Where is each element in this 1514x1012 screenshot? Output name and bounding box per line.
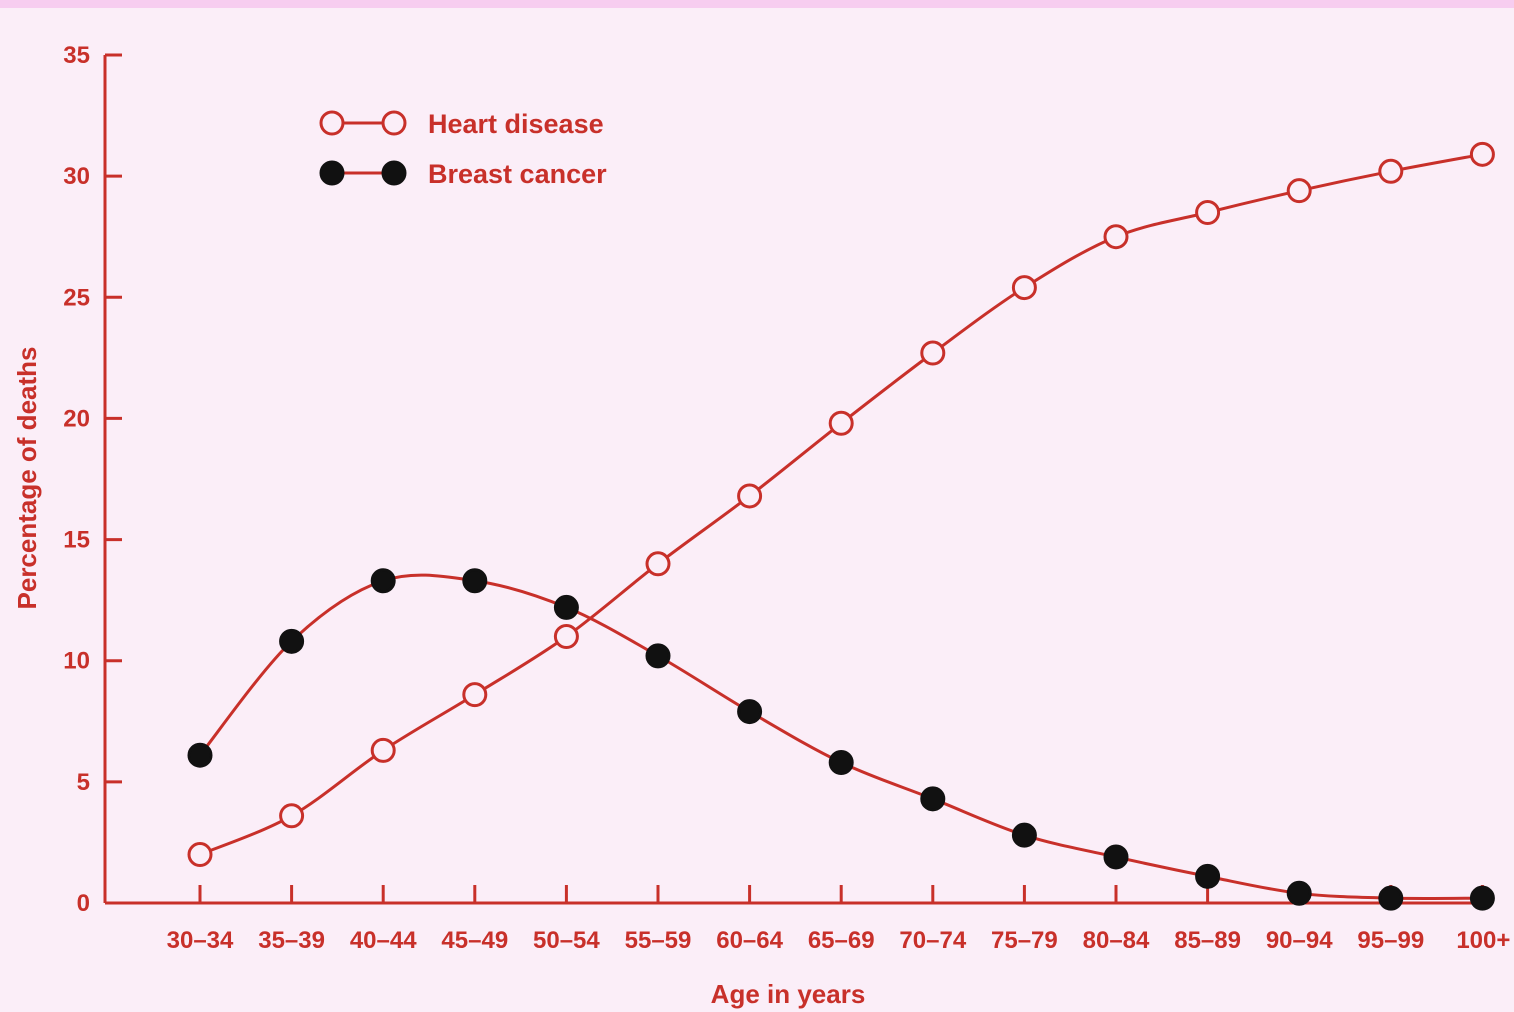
- y-tick-label: 30: [63, 163, 90, 190]
- legend-marker: [319, 160, 345, 186]
- breast-cancer-line: [198, 573, 1483, 901]
- x-tick-label: 65–69: [808, 927, 875, 954]
- legend: Heart disease Breast cancer: [319, 109, 607, 189]
- legend-marker: [381, 160, 407, 186]
- breast-cancer-point: [1378, 885, 1404, 911]
- axes: [103, 55, 1493, 905]
- y-axis-label: Percentage of deaths: [12, 347, 42, 610]
- y-tick-label: 35: [63, 42, 90, 69]
- x-tick-label: 40–44: [350, 927, 417, 954]
- top-border-strip: [0, 0, 1514, 8]
- legend-marker: [381, 110, 407, 136]
- heart-disease-point: [1103, 224, 1129, 250]
- x-tick-label: 100+: [1456, 927, 1510, 954]
- heart-disease-point: [645, 551, 671, 577]
- x-axis-label: Age in years: [711, 979, 866, 1009]
- breast-cancer-point: [920, 786, 946, 812]
- breast-cancer-point: [1469, 885, 1495, 911]
- y-tick-label: 25: [63, 284, 90, 311]
- legend-label-breast-cancer: Breast cancer: [428, 159, 607, 189]
- breast-cancer-point: [1195, 863, 1221, 889]
- x-tick-label: 75–79: [991, 927, 1058, 954]
- heart-disease-point: [1011, 275, 1037, 301]
- x-tick-label: 35–39: [258, 927, 325, 954]
- heart-disease-point: [1469, 141, 1495, 167]
- x-axis-ticks: 30–34 35–39 40–44 45–49 50–54 55–59 60–64 65–69…: [167, 885, 1510, 954]
- y-tick-label: 20: [63, 405, 90, 432]
- heart-disease-point: [553, 623, 579, 649]
- heart-disease-point: [1195, 199, 1221, 225]
- breast-cancer-point: [279, 628, 305, 654]
- series-points: [187, 141, 1495, 911]
- breast-cancer-point: [1286, 880, 1312, 906]
- heart-disease-point: [462, 682, 488, 708]
- x-tick-label: 50–54: [533, 927, 600, 954]
- x-tick-label: 70–74: [899, 927, 966, 954]
- breast-cancer-point: [187, 742, 213, 768]
- breast-cancer-point: [828, 749, 854, 775]
- y-tick-label: 5: [77, 769, 90, 796]
- x-tick-label: 60–64: [716, 927, 783, 954]
- series-lines: [198, 152, 1483, 901]
- x-tick-label: 55–59: [625, 927, 692, 954]
- breast-cancer-point: [462, 568, 488, 594]
- y-axis-ticks: 0 5 10 15 20 25 30 35: [63, 42, 122, 917]
- x-tick-label: 30–34: [167, 927, 234, 954]
- breast-cancer-point: [1011, 822, 1037, 848]
- x-tick-label: 90–94: [1266, 927, 1333, 954]
- heart-disease-point: [1378, 158, 1404, 184]
- heart-disease-point: [370, 737, 396, 763]
- breast-cancer-point: [553, 594, 579, 620]
- x-tick-label: 80–84: [1083, 927, 1150, 954]
- heart-disease-point: [1286, 178, 1312, 204]
- breast-cancer-point: [737, 699, 763, 725]
- heart-disease-point: [828, 410, 854, 436]
- heart-disease-point: [187, 842, 213, 868]
- y-tick-label: 15: [63, 527, 90, 554]
- legend-label-heart-disease: Heart disease: [428, 109, 604, 139]
- y-tick-label: 0: [77, 890, 90, 917]
- y-tick-label: 10: [63, 648, 90, 675]
- breast-cancer-point: [645, 643, 671, 669]
- breast-cancer-point: [1103, 844, 1129, 870]
- heart-disease-point: [920, 340, 946, 366]
- x-tick-label: 45–49: [441, 927, 508, 954]
- heart-disease-point: [737, 483, 763, 509]
- x-tick-label: 95–99: [1357, 927, 1424, 954]
- breast-cancer-point: [370, 568, 396, 594]
- heart-disease-point: [279, 803, 305, 829]
- legend-marker: [319, 110, 345, 136]
- x-tick-label: 85–89: [1174, 927, 1241, 954]
